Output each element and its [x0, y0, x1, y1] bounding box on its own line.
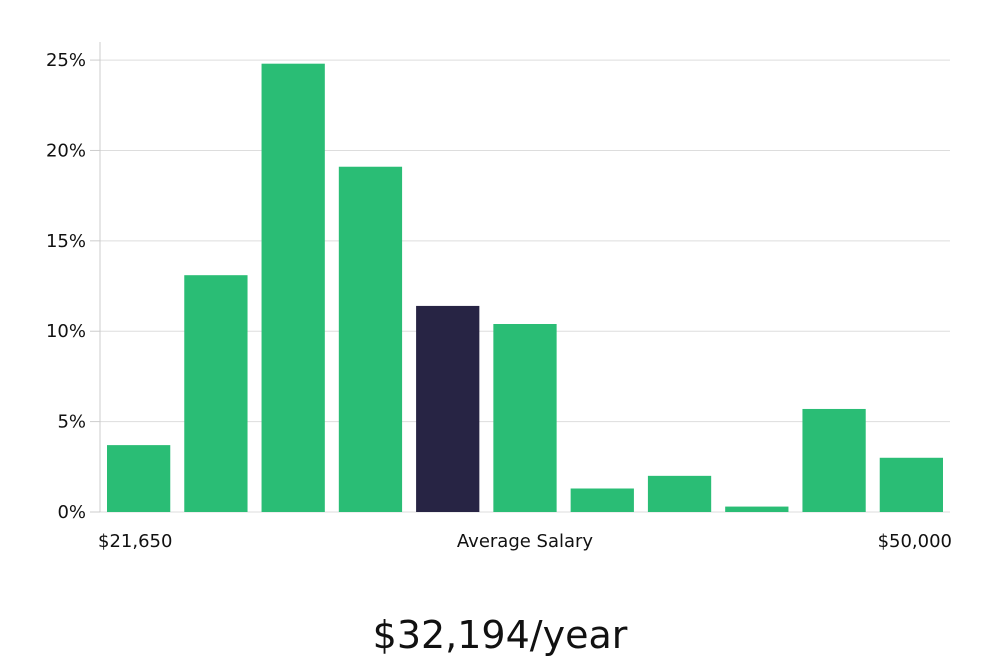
bar — [879, 457, 943, 512]
bar — [802, 408, 866, 512]
y-tick-label: 15% — [46, 231, 86, 252]
x-axis-max-label: $50,000 — [878, 531, 952, 552]
x-axis-min-label: $21,650 — [98, 531, 172, 552]
y-tick-label: 20% — [46, 140, 86, 161]
bar — [184, 275, 248, 512]
y-tick-label: 5% — [57, 412, 86, 433]
y-tick-label: 0% — [57, 502, 86, 523]
bars — [107, 63, 943, 513]
bar — [570, 488, 634, 512]
bar-highlighted — [416, 305, 480, 512]
bar — [725, 506, 789, 512]
bar — [647, 475, 712, 512]
bar — [338, 166, 403, 513]
x-axis-center-label: Average Salary — [457, 531, 594, 552]
bar — [261, 63, 325, 512]
y-tick-label: 25% — [46, 50, 86, 71]
average-salary-value: $32,194/year — [373, 613, 628, 657]
bar — [107, 445, 171, 512]
y-axis-ticks: 0% 5% 10% 15% 20% 25% — [46, 50, 100, 523]
bar — [493, 324, 557, 512]
y-tick-label: 10% — [46, 321, 86, 342]
